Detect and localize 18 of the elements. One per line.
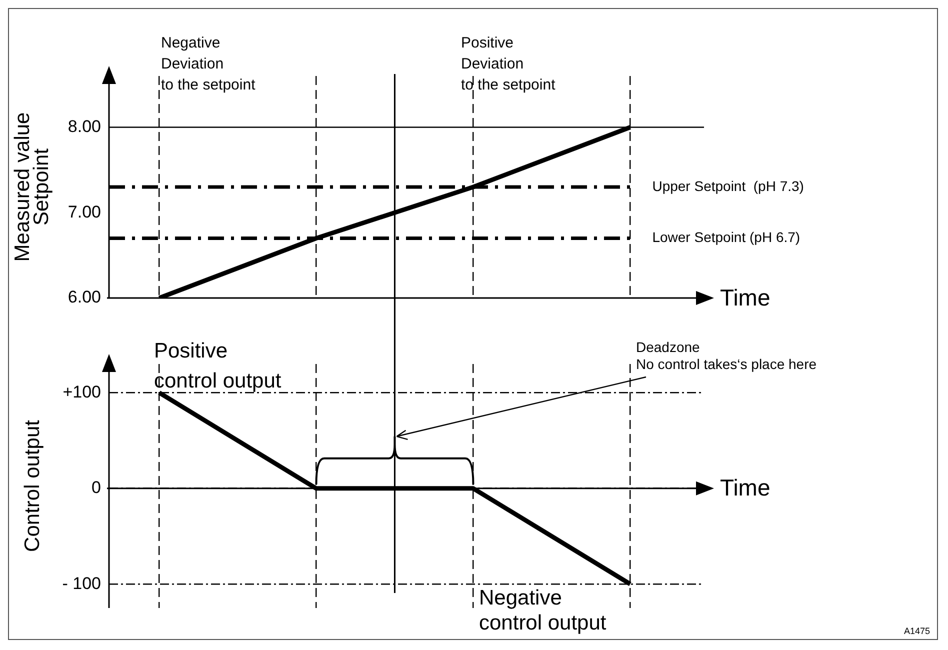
- text: A1475: [904, 626, 930, 636]
- y-tick-label: 0: [92, 478, 101, 498]
- annotation: Negative Deviation to the setpoint: [161, 34, 256, 94]
- y-tick-label: +100: [62, 382, 101, 402]
- y-tick-label: 7.00: [68, 202, 101, 222]
- x-axis-title: Time: [720, 284, 770, 310]
- y-tick-label: 8.00: [68, 116, 101, 136]
- annotation: Deadzone No control takes‘s place here: [636, 338, 817, 372]
- y-tick-label: 6.00: [68, 288, 101, 307]
- y-axis-title: Control output: [20, 420, 44, 552]
- ref-line-label: Upper Setpoint (pH 7.3): [652, 178, 804, 194]
- annotation: Positive Deviation to the setpoint: [461, 34, 556, 94]
- y-tick-label: - 100: [62, 574, 101, 593]
- y-axis-title: Measured value Setpoint: [10, 112, 53, 262]
- annotation: Positive control output: [154, 339, 282, 392]
- ref-line-label: Lower Setpoint (pH 6.7): [652, 229, 800, 246]
- annotation: Negative control output: [479, 586, 606, 634]
- x-axis-title: Time: [720, 474, 770, 501]
